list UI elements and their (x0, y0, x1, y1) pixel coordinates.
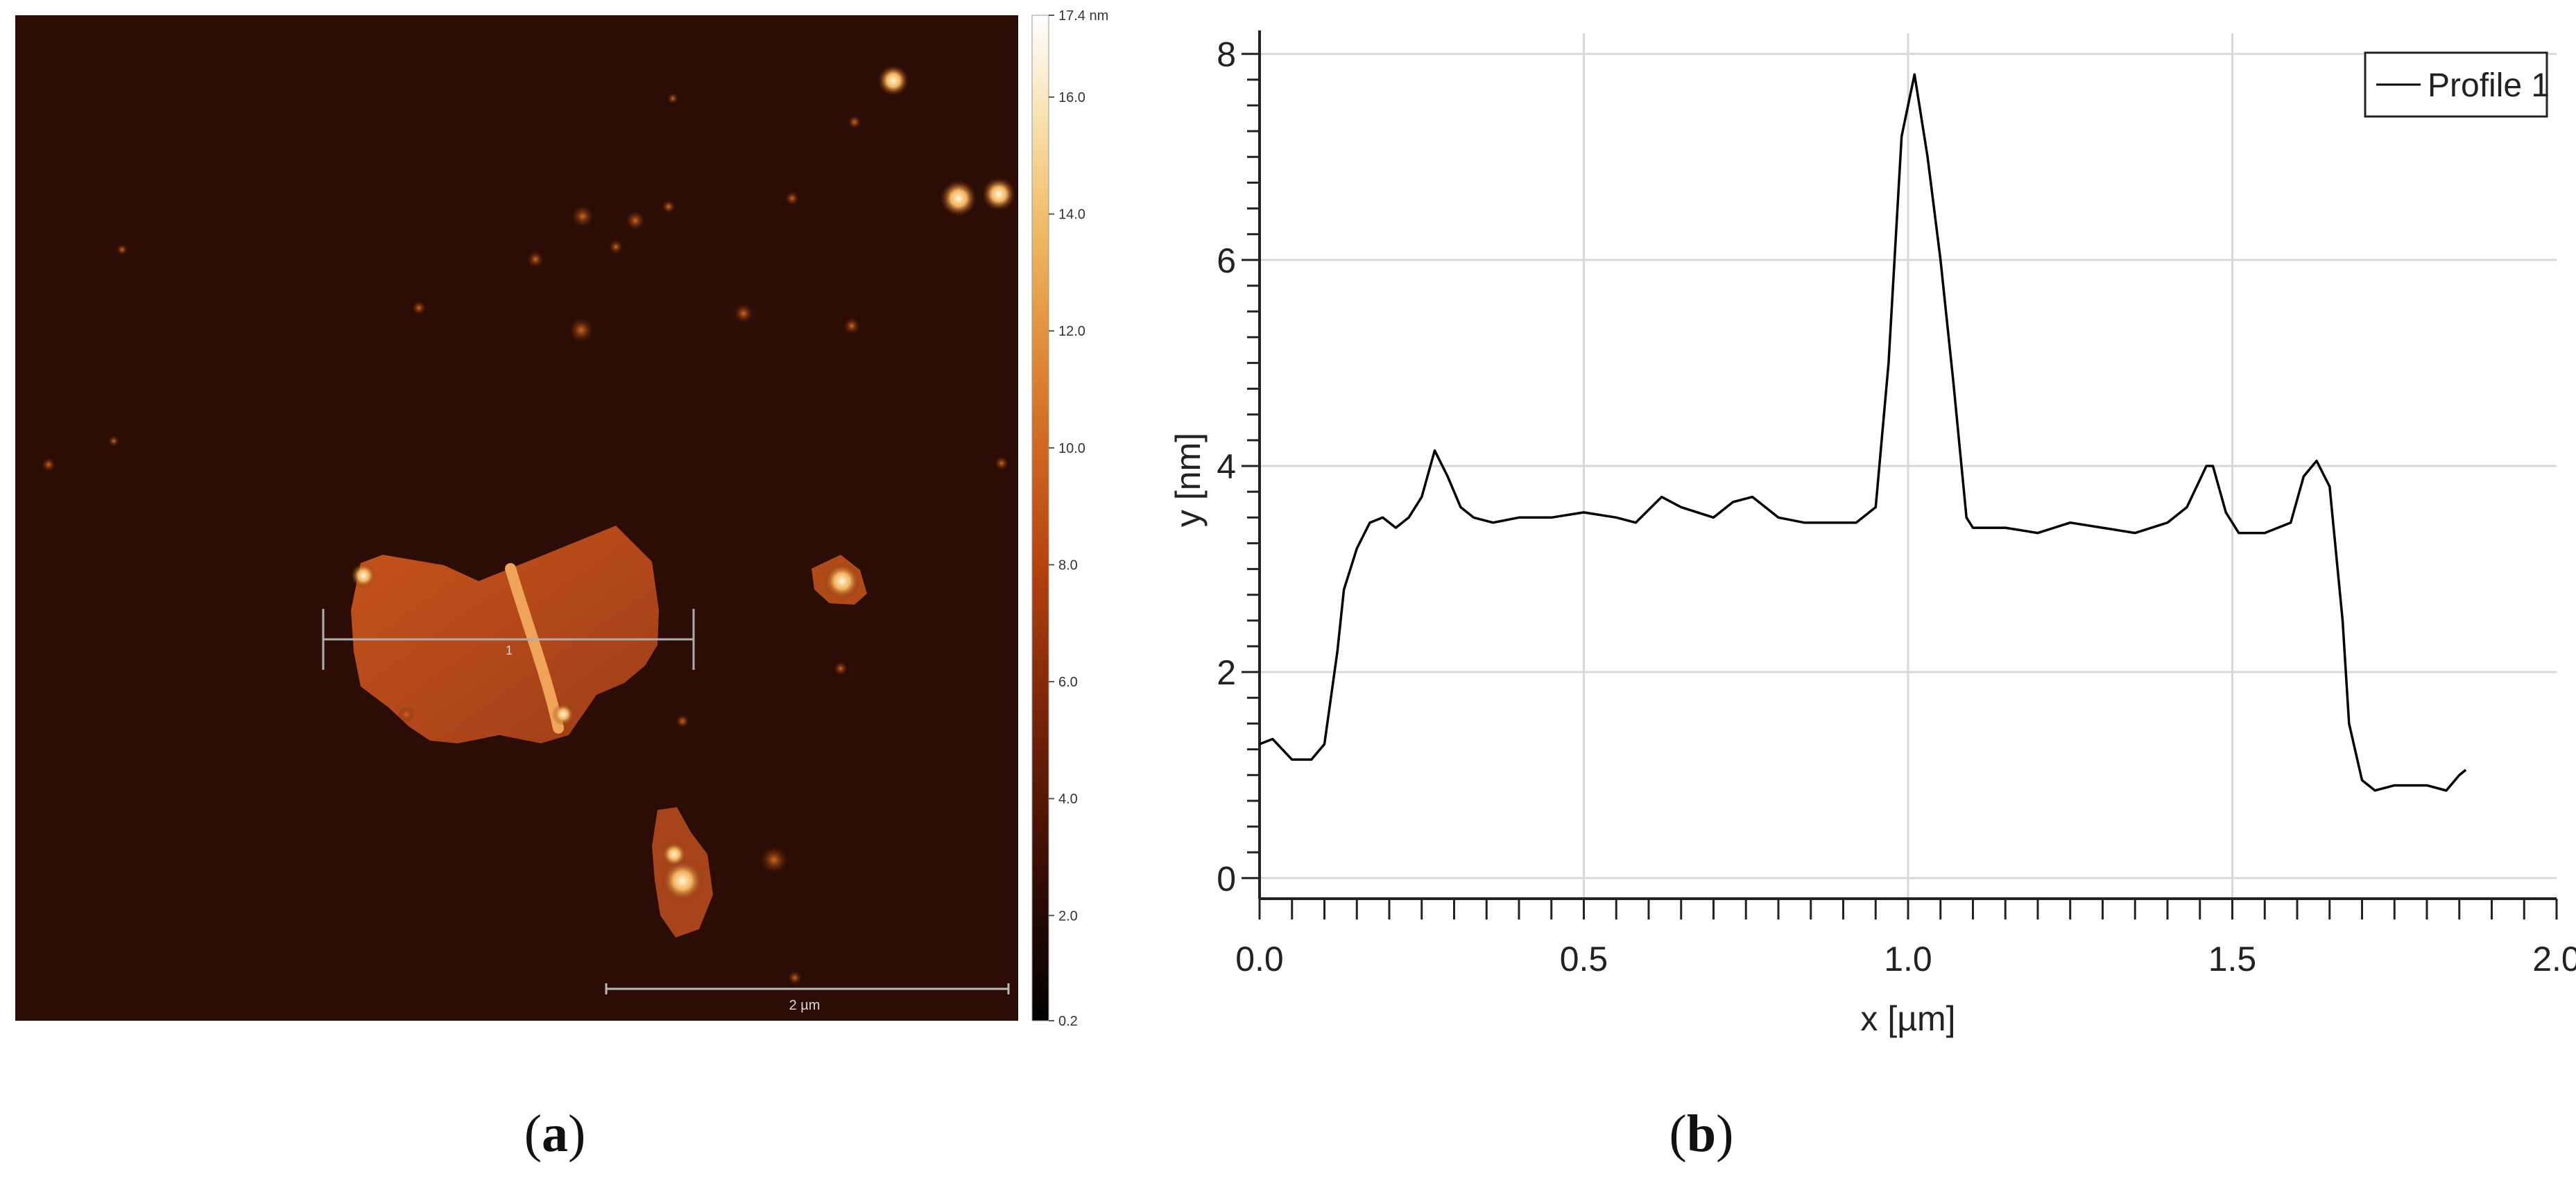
caption-b: (b) (1669, 1105, 1734, 1163)
y-tick-label: 6 (1217, 241, 1236, 280)
chart-legend: Profile 1 (2364, 51, 2550, 118)
x-axis-label: x [µm] (1860, 999, 1955, 1038)
y-axis-label: y [nm] (1169, 433, 1208, 527)
colorbar-tick-label: 8.0 (1058, 558, 1078, 573)
y-tick-label: 0 (1217, 859, 1236, 898)
colorbar-tick-label: 2.0 (1058, 908, 1078, 924)
y-tick-label: 4 (1217, 447, 1236, 486)
series-line-profile-1 (1259, 73, 2467, 792)
profile-marker-label: 1 (506, 644, 513, 657)
colorbar-tick-label: 4.0 (1058, 792, 1078, 807)
x-tick-label: 1.5 (2208, 940, 2257, 978)
x-tick-label: 1.0 (1884, 940, 1932, 978)
colorbar-tick-label: 16.0 (1058, 90, 1085, 105)
colorbar: 17.4 nm 16.0 14.0 12.0 10.0 8.0 6.0 4.0 2.0 0.2 (1031, 8, 1108, 1029)
colorbar-tick-label: 0.2 (1058, 1014, 1078, 1029)
caption-a: (a) (524, 1105, 586, 1163)
x-axis: 0.0 0.5 1.0 1.5 2.0 (1235, 899, 2576, 978)
y-axis: 0 2 4 6 8 (1217, 35, 1260, 898)
chart-grid (1260, 33, 2557, 899)
y-tick-label: 2 (1217, 653, 1236, 692)
afm-cluster-bottom (652, 807, 713, 938)
legend-label-profile-1: Profile 1 (2428, 67, 2550, 104)
x-tick-label: 2.0 (2532, 940, 2576, 978)
colorbar-ticks: 17.4 nm 16.0 14.0 12.0 10.0 8.0 6.0 4.0 2.0 0.2 (1049, 8, 1108, 1029)
afm-image (15, 15, 1018, 1021)
afm-panel: 1 2 µm 17.4 nm 16.0 14.0 12.0 10.0 8.0 6.0 4.0 2… (15, 8, 1108, 1029)
colorbar-tick-label: 10.0 (1058, 441, 1085, 456)
afm-flake (351, 526, 659, 743)
afm-particles (42, 65, 1015, 985)
profile-line: 1 (322, 609, 695, 670)
colorbar-tick-label: 6.0 (1058, 675, 1078, 690)
afm-cluster-right (812, 555, 867, 605)
colorbar-tick-label: 17.4 nm (1058, 8, 1108, 24)
chart-series (1259, 73, 2467, 792)
scale-bar-label: 2 µm (789, 998, 821, 1013)
scale-bar: 2 µm (605, 983, 1010, 1013)
colorbar-tick-label: 12.0 (1058, 324, 1085, 339)
profile-chart: 0.0 0.5 1.0 1.5 2.0 0 2 4 6 8 x [µm] y [nm] Prof… (1169, 31, 2576, 1038)
colorbar-tick-label: 14.0 (1058, 207, 1085, 223)
x-tick-label: 0.0 (1235, 940, 1284, 978)
colorbar-strip (1031, 15, 1049, 1021)
x-tick-label: 0.5 (1560, 940, 1608, 978)
y-tick-label: 8 (1217, 35, 1236, 74)
